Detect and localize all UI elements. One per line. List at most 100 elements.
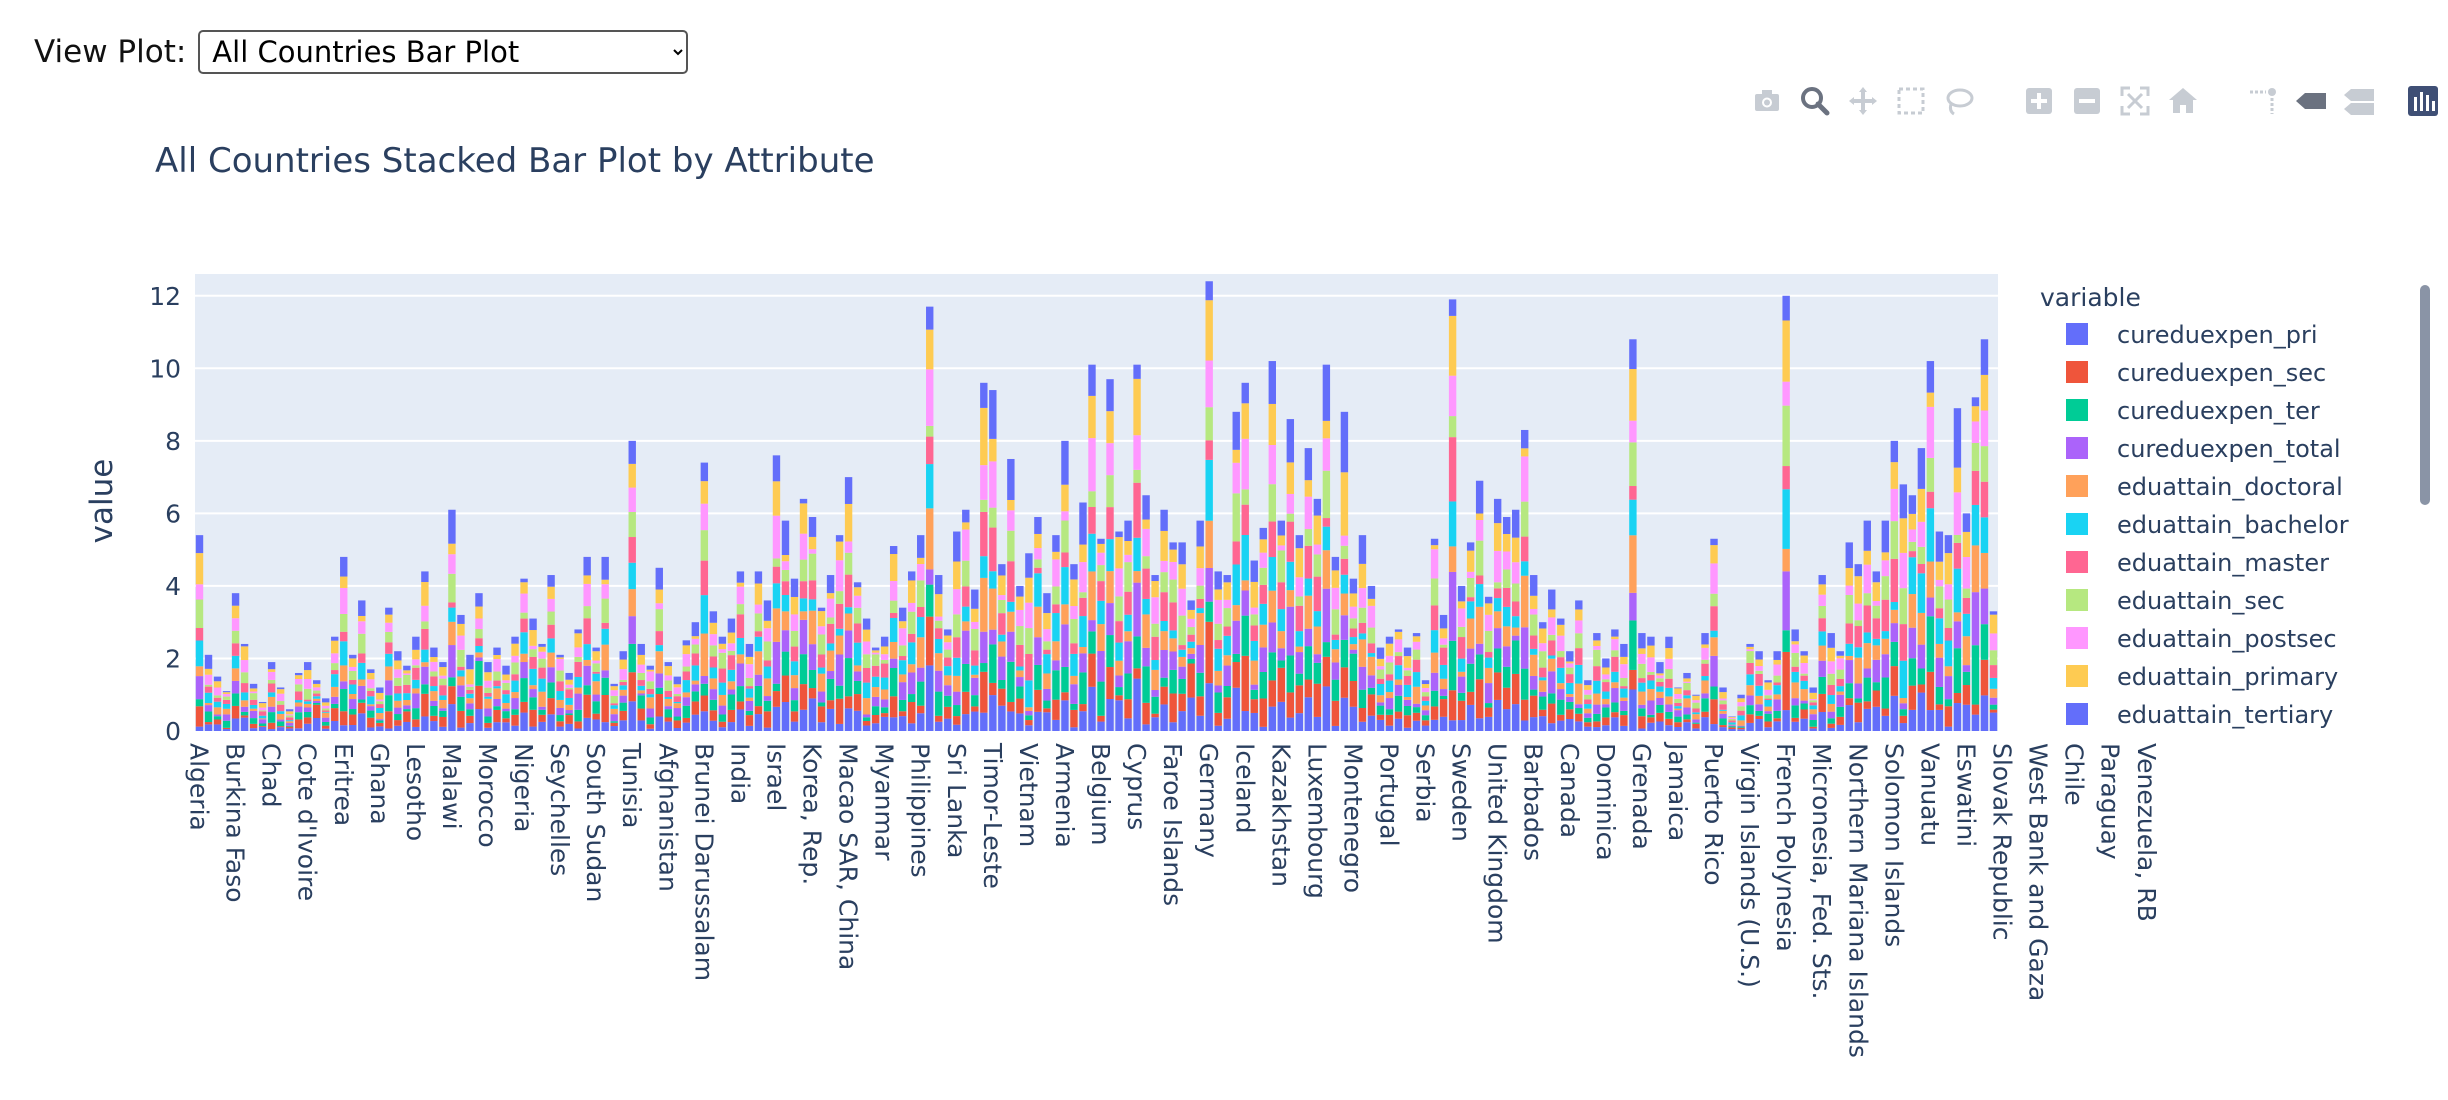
bar-stack[interactable] [1403, 647, 1412, 731]
bar-stack[interactable] [574, 629, 582, 731]
bar-segment[interactable] [1611, 639, 1619, 651]
bar-segment[interactable] [908, 694, 916, 703]
bar-segment[interactable] [871, 715, 880, 724]
bar-segment[interactable] [1385, 655, 1394, 663]
bar-segment[interactable] [358, 699, 366, 703]
bar-segment[interactable] [880, 677, 889, 690]
bar-segment[interactable] [520, 653, 528, 663]
bar-stack[interactable] [1701, 633, 1709, 731]
bar-segment[interactable] [1376, 658, 1385, 667]
bar-segment[interactable] [1412, 720, 1421, 731]
bar-segment[interactable] [1142, 556, 1150, 569]
bar-segment[interactable] [1773, 659, 1781, 665]
bar-segment[interactable] [1728, 718, 1736, 721]
bar-segment[interactable] [267, 669, 276, 672]
bar-segment[interactable] [349, 694, 357, 700]
bar-segment[interactable] [1430, 672, 1439, 691]
bar-segment[interactable] [1241, 580, 1249, 591]
bar-segment[interactable] [1016, 666, 1024, 671]
bar-segment[interactable] [331, 674, 339, 687]
bar-segment[interactable] [1917, 644, 1926, 669]
bar-stack[interactable] [1692, 694, 1700, 731]
bar-segment[interactable] [745, 643, 754, 657]
bar-segment[interactable] [889, 617, 898, 642]
bar-stack[interactable] [1521, 429, 1529, 731]
bar-segment[interactable] [1836, 651, 1844, 656]
bar-segment[interactable] [1854, 647, 1862, 658]
bar-segment[interactable] [1890, 623, 1899, 642]
bar-segment[interactable] [1782, 571, 1790, 631]
bar-segment[interactable] [673, 676, 681, 685]
bar-segment[interactable] [1944, 640, 1953, 667]
bar-segment[interactable] [844, 607, 853, 614]
bar-segment[interactable] [583, 575, 591, 584]
bar-segment[interactable] [745, 697, 754, 701]
bar-segment[interactable] [1809, 692, 1817, 700]
bar-segment[interactable] [610, 714, 618, 722]
bar-segment[interactable] [538, 714, 546, 722]
bar-segment[interactable] [520, 582, 528, 594]
bar-segment[interactable] [466, 693, 474, 699]
bar-segment[interactable] [1385, 692, 1394, 699]
bar-segment[interactable] [556, 681, 564, 692]
bar-segment[interactable] [971, 621, 979, 629]
bar-segment[interactable] [935, 691, 943, 716]
bar-segment[interactable] [285, 711, 294, 715]
bar-stack[interactable] [1151, 575, 1159, 731]
bar-segment[interactable] [1512, 509, 1520, 538]
bar-stack[interactable] [484, 662, 492, 731]
bar-segment[interactable] [583, 556, 591, 576]
bar-stack[interactable] [1971, 397, 1980, 731]
bar-segment[interactable] [439, 678, 447, 686]
bar-segment[interactable] [763, 660, 772, 667]
bar-segment[interactable] [709, 689, 718, 700]
bar-segment[interactable] [547, 698, 555, 715]
bar-segment[interactable] [1809, 728, 1817, 731]
bar-segment[interactable] [1818, 631, 1826, 646]
bar-segment[interactable] [439, 708, 447, 711]
bar-segment[interactable] [1710, 593, 1718, 607]
bar-segment[interactable] [1088, 571, 1096, 621]
bar-segment[interactable] [1322, 526, 1331, 551]
bar-segment[interactable] [1097, 552, 1105, 566]
bar-segment[interactable] [971, 706, 979, 712]
bar-segment[interactable] [646, 669, 654, 672]
bar-segment[interactable] [1674, 706, 1682, 709]
bar-segment[interactable] [195, 676, 204, 700]
bar-segment[interactable] [1755, 651, 1763, 660]
bar-segment[interactable] [475, 646, 483, 653]
bar-segment[interactable] [926, 584, 934, 617]
bar-segment[interactable] [583, 644, 591, 660]
bar-segment[interactable] [439, 695, 447, 700]
bar-segment[interactable] [718, 727, 727, 731]
bar-segment[interactable] [574, 629, 582, 634]
bar-stack[interactable] [222, 691, 231, 731]
bar-segment[interactable] [745, 677, 754, 687]
bar-segment[interactable] [340, 681, 348, 689]
bar-segment[interactable] [709, 622, 718, 635]
bar-segment[interactable] [1187, 600, 1195, 610]
bar-stack[interactable] [628, 440, 636, 731]
bar-segment[interactable] [358, 702, 366, 714]
bar-segment[interactable] [240, 715, 249, 718]
bar-stack[interactable] [349, 654, 357, 731]
bar-segment[interactable] [1421, 705, 1430, 711]
bar-segment[interactable] [502, 690, 510, 695]
bar-stack[interactable] [1394, 629, 1403, 731]
bar-segment[interactable] [1800, 680, 1808, 690]
bar-segment[interactable] [980, 712, 988, 731]
bar-segment[interactable] [655, 631, 663, 646]
bar-segment[interactable] [1773, 675, 1781, 683]
bar-segment[interactable] [637, 695, 645, 709]
bar-segment[interactable] [691, 714, 700, 731]
bar-segment[interactable] [1917, 684, 1926, 693]
bar-segment[interactable] [926, 425, 934, 437]
bar-segment[interactable] [1178, 656, 1186, 667]
bar-segment[interactable] [276, 704, 285, 712]
bar-segment[interactable] [385, 631, 393, 643]
bar-segment[interactable] [1241, 438, 1249, 490]
bar-segment[interactable] [457, 670, 465, 677]
bar-segment[interactable] [880, 713, 889, 717]
bar-segment[interactable] [267, 706, 276, 713]
bar-segment[interactable] [340, 587, 348, 614]
